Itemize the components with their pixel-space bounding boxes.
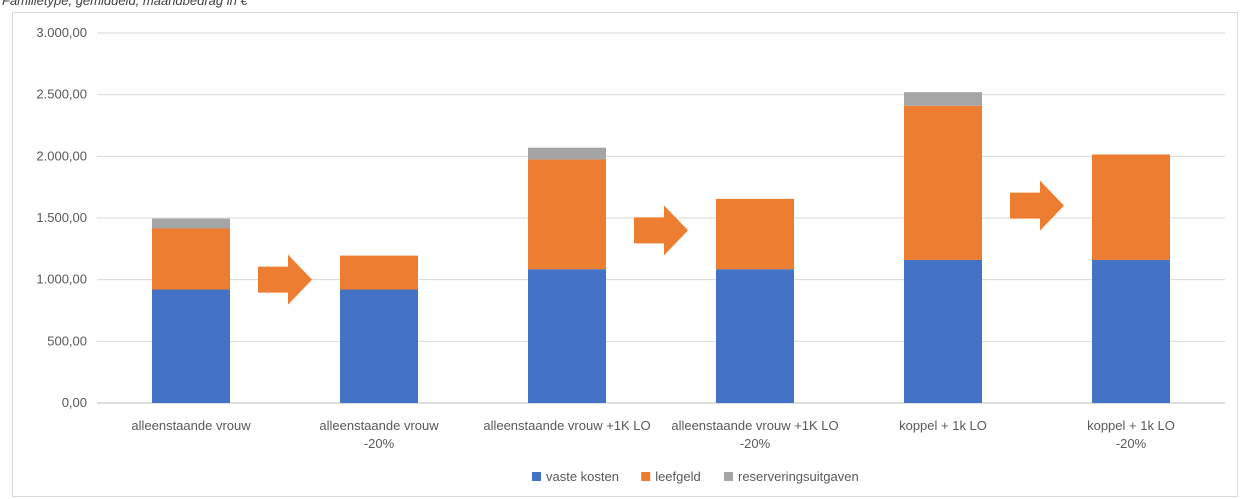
chart-caption: Familietype, gemiddeld, maandbedrag in € — [2, 0, 248, 8]
x-category-label: alleenstaande vrouw — [131, 418, 251, 433]
legend: vaste kosten leefgeld reserveringsuitgaven — [532, 469, 859, 484]
x-category-label: -20% — [740, 436, 771, 451]
x-category-label: -20% — [1116, 436, 1147, 451]
bar-segment-leefgeld — [716, 198, 794, 270]
y-tick-label: 500,00 — [47, 333, 87, 348]
y-tick-label: 1.500,00 — [36, 210, 87, 225]
bar-segment-leefgeld — [528, 159, 606, 270]
legend-label: leefgeld — [655, 469, 701, 484]
x-category-label: -20% — [364, 436, 395, 451]
legend-swatch — [532, 472, 541, 481]
arrow-right-icon — [1010, 180, 1064, 231]
bar-segment-leefgeld — [152, 228, 230, 290]
x-category-label: koppel + 1k LO — [1087, 418, 1175, 433]
y-tick-label: 2.500,00 — [36, 87, 87, 102]
x-category-label: koppel + 1k LO — [899, 418, 987, 433]
bar-segment-vaste-kosten — [528, 269, 606, 403]
arrow-annotations — [258, 180, 1064, 305]
bar-segment-leefgeld — [1092, 154, 1170, 260]
arrow-right-icon — [634, 205, 688, 256]
x-axis-category-labels: alleenstaande vrouw alleenstaande vrouw -2… — [131, 418, 1175, 451]
y-axis-tick-labels: 0,00 500,00 1.000,00 1.500,00 2.000,00 2.500,… — [36, 25, 87, 410]
bar-segment-reserveringsuitgaven — [152, 218, 230, 229]
y-tick-label: 0,00 — [62, 395, 87, 410]
legend-swatch — [724, 472, 733, 481]
bar-segment-leefgeld — [340, 255, 418, 290]
bar-segment-vaste-kosten — [904, 259, 982, 403]
bar-segment-leefgeld — [904, 105, 982, 260]
bar-segment-reserveringsuitgaven — [528, 147, 606, 160]
x-category-label: alleenstaande vrouw — [319, 418, 439, 433]
x-category-label: alleenstaande vrouw +1K LO — [671, 418, 838, 433]
legend-label: vaste kosten — [546, 469, 619, 484]
y-tick-label: 2.000,00 — [36, 148, 87, 163]
bar-segment-vaste-kosten — [152, 289, 230, 403]
legend-label: reserveringsuitgaven — [738, 469, 859, 484]
bar-segment-vaste-kosten — [1092, 259, 1170, 403]
y-tick-label: 3.000,00 — [36, 25, 87, 40]
bar-segment-vaste-kosten — [716, 269, 794, 403]
arrow-right-icon — [258, 254, 312, 305]
bar-segment-vaste-kosten — [340, 289, 418, 403]
y-tick-label: 1.000,00 — [36, 272, 87, 287]
legend-swatch — [641, 472, 651, 481]
bars — [152, 92, 1170, 403]
x-category-label: alleenstaande vrouw +1K LO — [483, 418, 650, 433]
bar-segment-reserveringsuitgaven — [904, 92, 982, 106]
